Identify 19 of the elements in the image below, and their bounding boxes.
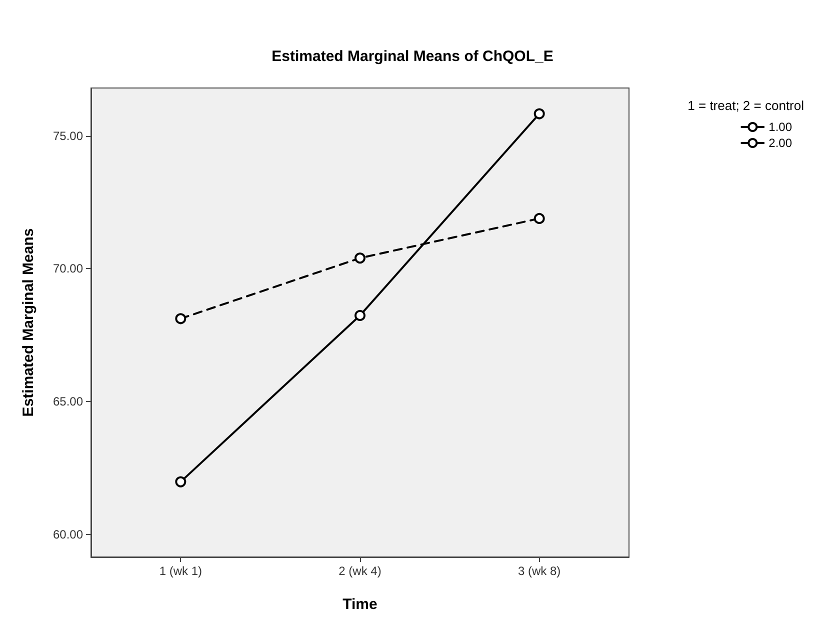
y-axis-title: Estimated Marginal Means [20,228,37,417]
legend-title: 1 = treat; 2 = control [688,98,804,113]
legend-label: 2.00 [768,136,792,150]
chart-title: Estimated Marginal Means of ChQOL_E [272,48,554,65]
point [534,108,545,120]
point [534,212,545,224]
point [175,476,186,488]
y-tick-label: 75.00 [52,128,84,143]
point [175,313,186,324]
y-tick-label: 65.00 [52,394,84,409]
x-tick-label: 3 (wk 8) [518,564,561,578]
point [354,252,366,264]
x-tick-label: 2 (wk 4) [338,564,382,578]
x-axis-title: Time [342,596,378,613]
x-tick-label: 1 (wk 1) [159,564,202,578]
legend-label: 1.00 [768,120,792,134]
point [354,310,366,321]
y-tick-label: 70.00 [52,262,84,276]
y-tick-label: 60.00 [52,527,84,542]
